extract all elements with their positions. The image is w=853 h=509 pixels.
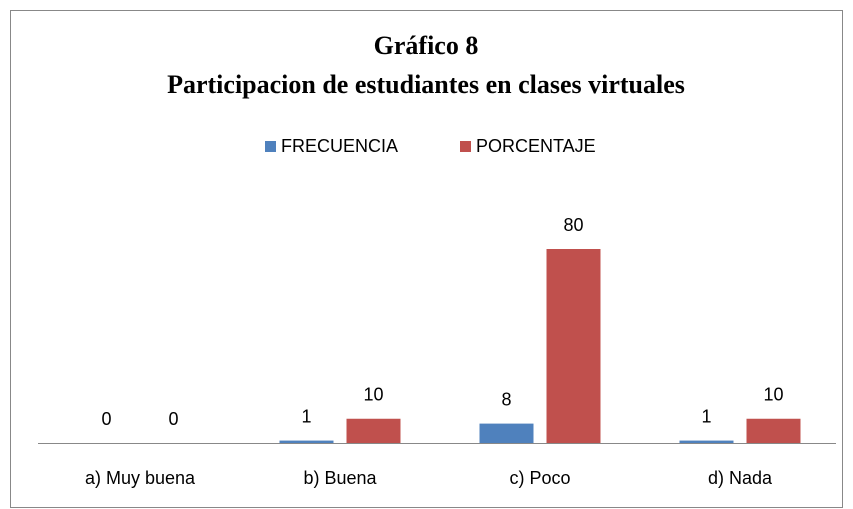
data-label: 1 bbox=[701, 406, 711, 426]
bar bbox=[346, 418, 401, 443]
bar bbox=[746, 418, 801, 443]
data-label: 0 bbox=[101, 409, 111, 429]
bar bbox=[679, 440, 734, 443]
chart-frame bbox=[10, 10, 843, 508]
legend-label: FRECUENCIA bbox=[281, 136, 398, 156]
legend-swatch bbox=[265, 141, 276, 152]
data-label: 80 bbox=[563, 215, 583, 235]
chart-title: Gráfico 8 bbox=[374, 31, 479, 60]
x-tick-label: a) Muy buena bbox=[85, 468, 196, 488]
x-tick-label: d) Nada bbox=[708, 468, 773, 488]
chart-title: Participacion de estudiantes en clases v… bbox=[167, 70, 685, 99]
data-label: 0 bbox=[168, 409, 178, 429]
legend-label: PORCENTAJE bbox=[476, 136, 596, 156]
bar bbox=[479, 423, 534, 443]
bar bbox=[546, 249, 601, 443]
data-label: 8 bbox=[501, 389, 511, 409]
x-tick-label: b) Buena bbox=[303, 468, 377, 488]
bar bbox=[279, 440, 334, 443]
data-label: 10 bbox=[763, 385, 783, 405]
data-label: 1 bbox=[301, 406, 311, 426]
data-label: 10 bbox=[363, 385, 383, 405]
legend-swatch bbox=[460, 141, 471, 152]
x-tick-label: c) Poco bbox=[509, 468, 570, 488]
